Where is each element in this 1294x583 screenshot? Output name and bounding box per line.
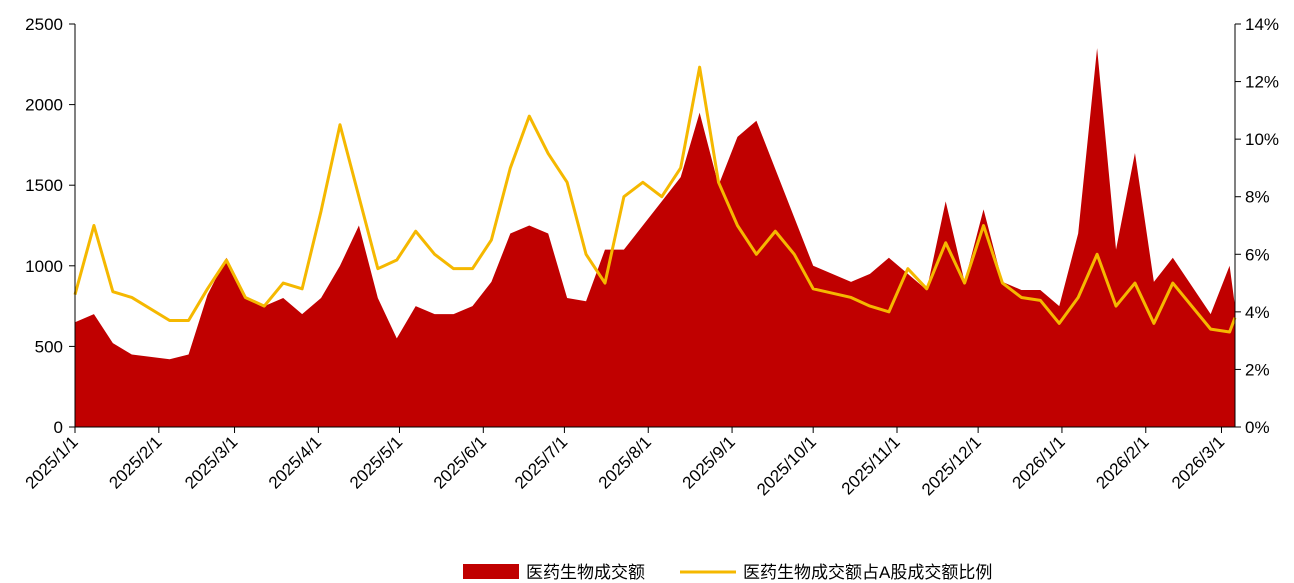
line: [73, 65, 1237, 334]
x-tick-label: 2025/4/1: [265, 432, 325, 492]
x-tick-label: 2025/2/1: [105, 432, 165, 492]
x-tick-label: 2025/5/1: [346, 432, 406, 492]
legend-label: 医药生物成交额占A股成交额比例: [743, 563, 992, 582]
area: [75, 48, 1235, 428]
y2-tick-label: 10%: [1245, 130, 1279, 149]
y2-tick-label: 8%: [1245, 188, 1270, 207]
x-tick-label: 2026/3/1: [1168, 432, 1228, 492]
y-tick-label: 1500: [25, 176, 63, 195]
x-tick-label: 2025/3/1: [181, 432, 241, 492]
x-tick-label: 2025/1/1: [22, 432, 82, 492]
y-tick-label: 0: [54, 418, 63, 437]
y2-tick-label: 14%: [1245, 15, 1279, 34]
y2-tick-label: 0%: [1245, 418, 1270, 437]
legend-label: 医药生物成交额: [526, 563, 645, 582]
x-tick-label: 2025/10/1: [753, 432, 820, 499]
x-tick-label: 2026/1/1: [1009, 432, 1069, 492]
x-tick-label: 2025/12/1: [918, 432, 985, 499]
x-tick-label: 2025/6/1: [430, 432, 490, 492]
y2-tick-label: 4%: [1245, 303, 1270, 322]
y-tick-label: 2000: [25, 96, 63, 115]
legend-swatch: [463, 564, 519, 579]
y2-tick-label: 12%: [1245, 73, 1279, 92]
x-tick-label: 2025/7/1: [511, 432, 571, 492]
x-tick-label: 2025/11/1: [838, 432, 904, 498]
x-tick-label: 2025/8/1: [595, 432, 655, 492]
y-tick-label: 500: [35, 337, 63, 356]
y-tick-label: 2500: [25, 15, 63, 34]
x-tick-label: 2026/2/1: [1092, 432, 1152, 492]
legend: 医药生物成交额 医药生物成交额占A股成交额比例: [463, 563, 992, 582]
y2-tick-label: 2%: [1245, 360, 1270, 379]
y2-tick-label: 6%: [1245, 245, 1270, 264]
y-tick-label: 1000: [25, 257, 63, 276]
x-tick-label: 2025/9/1: [679, 432, 739, 492]
